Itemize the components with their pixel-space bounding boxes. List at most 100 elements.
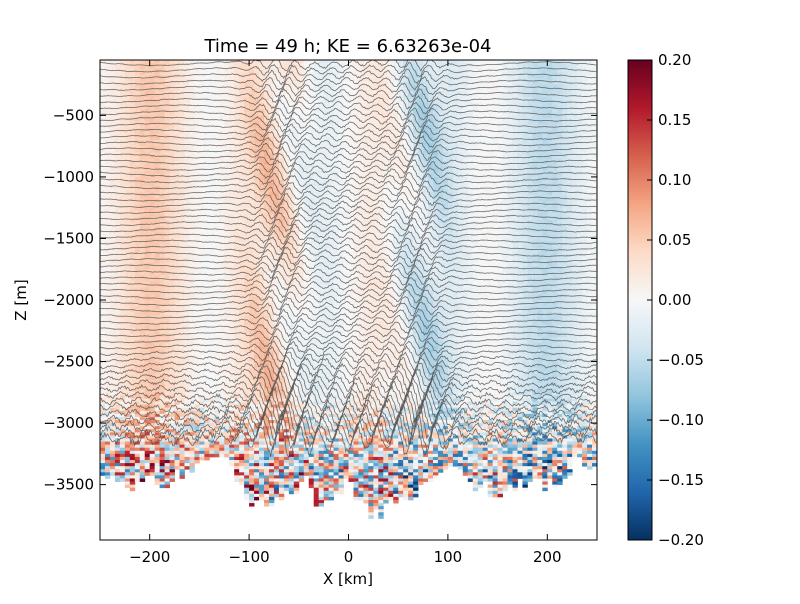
heatmap-cell	[120, 143, 125, 146]
heatmap-cell	[110, 472, 115, 475]
heatmap-cell	[175, 158, 180, 161]
heatmap-cell	[170, 146, 175, 149]
heatmap-cell	[125, 214, 130, 217]
heatmap-cell	[135, 232, 140, 235]
heatmap-cell	[125, 457, 130, 460]
heatmap-cell	[155, 158, 160, 161]
heatmap-cell	[105, 72, 110, 75]
heatmap-cell	[120, 189, 125, 192]
heatmap-cell	[140, 417, 145, 420]
heatmap-cell	[170, 97, 175, 100]
heatmap-cell	[100, 202, 105, 205]
heatmap-cell	[155, 478, 160, 481]
heatmap-cell	[239, 78, 244, 81]
heatmap-cell	[229, 198, 234, 201]
heatmap-cell	[100, 85, 105, 88]
heatmap-cell	[165, 405, 170, 408]
heatmap-cell	[239, 109, 244, 112]
heatmap-cell	[254, 469, 259, 472]
heatmap-cell	[165, 112, 170, 115]
heatmap-cell	[209, 374, 214, 377]
heatmap-cell	[130, 469, 135, 472]
heatmap-cell	[100, 315, 105, 318]
heatmap-cell	[140, 91, 145, 94]
heatmap-cell	[160, 482, 165, 485]
heatmap-cell	[204, 152, 209, 155]
heatmap-cell	[145, 451, 150, 454]
heatmap-cell	[204, 128, 209, 131]
heatmap-cell	[259, 263, 264, 266]
heatmap-cell	[239, 482, 244, 485]
heatmap-cell	[175, 112, 180, 115]
heatmap-cell	[135, 97, 140, 100]
heatmap-cell	[125, 66, 130, 69]
heatmap-cell	[184, 165, 189, 168]
heatmap-cell	[165, 78, 170, 81]
heatmap-cell	[120, 417, 125, 420]
heatmap-cell	[189, 282, 194, 285]
heatmap-cell	[140, 131, 145, 134]
heatmap-cell	[140, 260, 145, 263]
heatmap-cell	[130, 263, 135, 266]
heatmap-cell	[115, 171, 120, 174]
heatmap-cell	[160, 235, 165, 238]
heatmap-cell	[115, 463, 120, 466]
heatmap-cell	[175, 140, 180, 143]
heatmap-cell	[100, 463, 105, 466]
heatmap-cell	[184, 106, 189, 109]
heatmap-cell	[224, 158, 229, 161]
heatmap-cell	[180, 165, 185, 168]
heatmap-cell	[105, 226, 110, 229]
heatmap-cell	[110, 454, 115, 457]
heatmap-cell	[130, 278, 135, 281]
heatmap-cell	[165, 457, 170, 460]
heatmap-cell	[155, 432, 160, 435]
heatmap-cell	[130, 337, 135, 340]
heatmap-cell	[209, 109, 214, 112]
heatmap-cell	[130, 448, 135, 451]
heatmap-cell	[189, 312, 194, 315]
heatmap-cell	[135, 177, 140, 180]
heatmap-cell	[110, 180, 115, 183]
heatmap-cell	[115, 469, 120, 472]
heatmap-cell	[135, 475, 140, 478]
heatmap-cell	[105, 325, 110, 328]
heatmap-cell	[125, 485, 130, 488]
heatmap-cell	[274, 485, 279, 488]
heatmap-cell	[254, 497, 259, 500]
heatmap-cell	[150, 469, 155, 472]
heatmap-cell	[264, 466, 269, 469]
heatmap-cell	[219, 291, 224, 294]
heatmap-cell	[165, 254, 170, 257]
heatmap-cell	[234, 309, 239, 312]
heatmap-cell	[274, 448, 279, 451]
heatmap-cell	[170, 300, 175, 303]
heatmap-cell	[219, 438, 224, 441]
heatmap-cell	[145, 177, 150, 180]
heatmap-cell	[110, 278, 115, 281]
heatmap-cell	[194, 263, 199, 266]
heatmap-cell	[214, 269, 219, 272]
heatmap-cell	[209, 82, 214, 85]
heatmap-cell	[189, 451, 194, 454]
heatmap-cell	[155, 337, 160, 340]
heatmap-cell	[264, 97, 269, 100]
heatmap-cell	[189, 106, 194, 109]
heatmap-cell	[234, 297, 239, 300]
heatmap-cell	[269, 469, 274, 472]
heatmap-cell	[115, 180, 120, 183]
heatmap-cell	[145, 223, 150, 226]
heatmap-cell	[189, 340, 194, 343]
heatmap-cell	[214, 115, 219, 118]
heatmap-cell	[219, 322, 224, 325]
heatmap-cell	[239, 257, 244, 260]
heatmap-cell	[244, 294, 249, 297]
heatmap-cell	[244, 192, 249, 195]
heatmap-cell	[214, 183, 219, 186]
heatmap-cell	[125, 137, 130, 140]
heatmap-cell	[244, 220, 249, 223]
heatmap-cell	[155, 469, 160, 472]
heatmap-cell	[120, 248, 125, 251]
heatmap-cell	[274, 180, 279, 183]
heatmap-cell	[125, 343, 130, 346]
